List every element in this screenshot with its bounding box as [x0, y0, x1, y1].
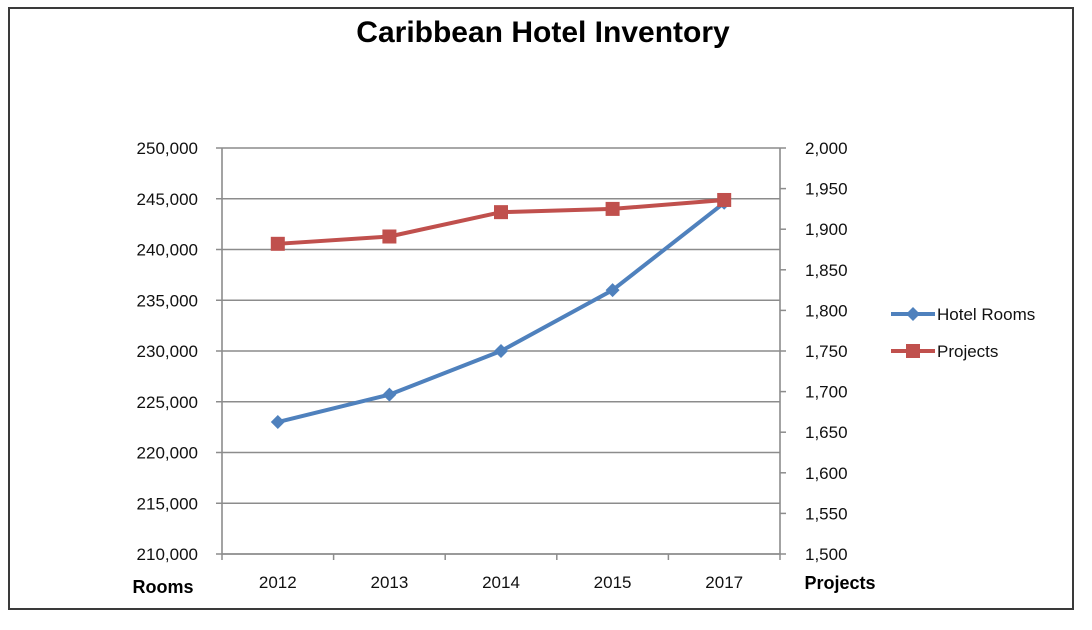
x-tick-label: 2013: [370, 573, 408, 592]
data-point: [605, 283, 620, 298]
x-tick-label: 2014: [482, 573, 520, 592]
legend-marker: [906, 344, 920, 358]
data-point: [270, 415, 285, 430]
right-tick-label: 1,900: [805, 220, 848, 239]
data-point: [382, 229, 397, 244]
data-point: [382, 387, 397, 402]
data-point: [494, 205, 508, 220]
legend-item: Hotel Rooms: [891, 305, 1035, 324]
right-tick-label: 1,750: [805, 342, 848, 361]
right-axis-title: Projects: [804, 573, 875, 593]
data-point: [605, 201, 620, 216]
right-tick-label: 1,600: [805, 464, 848, 483]
left-tick-label: 225,000: [137, 393, 198, 412]
left-tick-label: 215,000: [137, 494, 198, 513]
left-axis-ticks: 210,000 215,000 220,000 225,000 230,000 235,0…: [137, 139, 222, 564]
legend-label: Projects: [937, 342, 998, 361]
data-point: [494, 344, 508, 358]
legend-label: Hotel Rooms: [937, 305, 1035, 324]
right-tick-label: 1,550: [805, 504, 848, 523]
left-tick-label: 245,000: [137, 190, 198, 209]
left-tick-label: 210,000: [137, 545, 198, 564]
x-tick-label: 2012: [259, 573, 297, 592]
chart-frame: [8, 7, 1074, 610]
right-tick-label: 1,500: [805, 545, 848, 564]
left-tick-label: 220,000: [137, 444, 198, 463]
series-line: [277, 201, 726, 424]
right-tick-label: 1,800: [805, 301, 848, 320]
x-tick-label: 2015: [594, 573, 632, 592]
legend-marker: [906, 307, 920, 321]
series-lines: [270, 192, 732, 430]
right-tick-label: 1,850: [805, 261, 848, 280]
x-tick-label: 2017: [705, 573, 743, 592]
x-axis-ticks: 2012 2013 2014 2015 2017: [221, 554, 781, 592]
right-tick-label: 2,000: [805, 139, 848, 158]
right-axis-ticks: 1,500 1,550 1,600 1,650 1,700 1,750 1,800 1,850…: [780, 139, 848, 564]
series-projects: [270, 192, 732, 251]
right-tick-label: 1,700: [805, 383, 848, 402]
series-hotel-rooms: [270, 195, 732, 430]
right-tick-label: 1,950: [805, 180, 848, 199]
left-axis-title: Rooms: [132, 577, 193, 597]
left-tick-label: 250,000: [137, 139, 198, 158]
data-point: [717, 192, 732, 207]
legend-item: Projects: [891, 342, 998, 361]
chart-title: Caribbean Hotel Inventory: [356, 16, 730, 49]
left-tick-label: 230,000: [137, 342, 198, 361]
left-tick-label: 240,000: [137, 241, 198, 260]
legend: Hotel Rooms Projects: [891, 305, 1035, 361]
left-tick-label: 235,000: [137, 291, 198, 310]
data-point: [270, 236, 285, 251]
right-tick-label: 1,650: [805, 423, 848, 442]
